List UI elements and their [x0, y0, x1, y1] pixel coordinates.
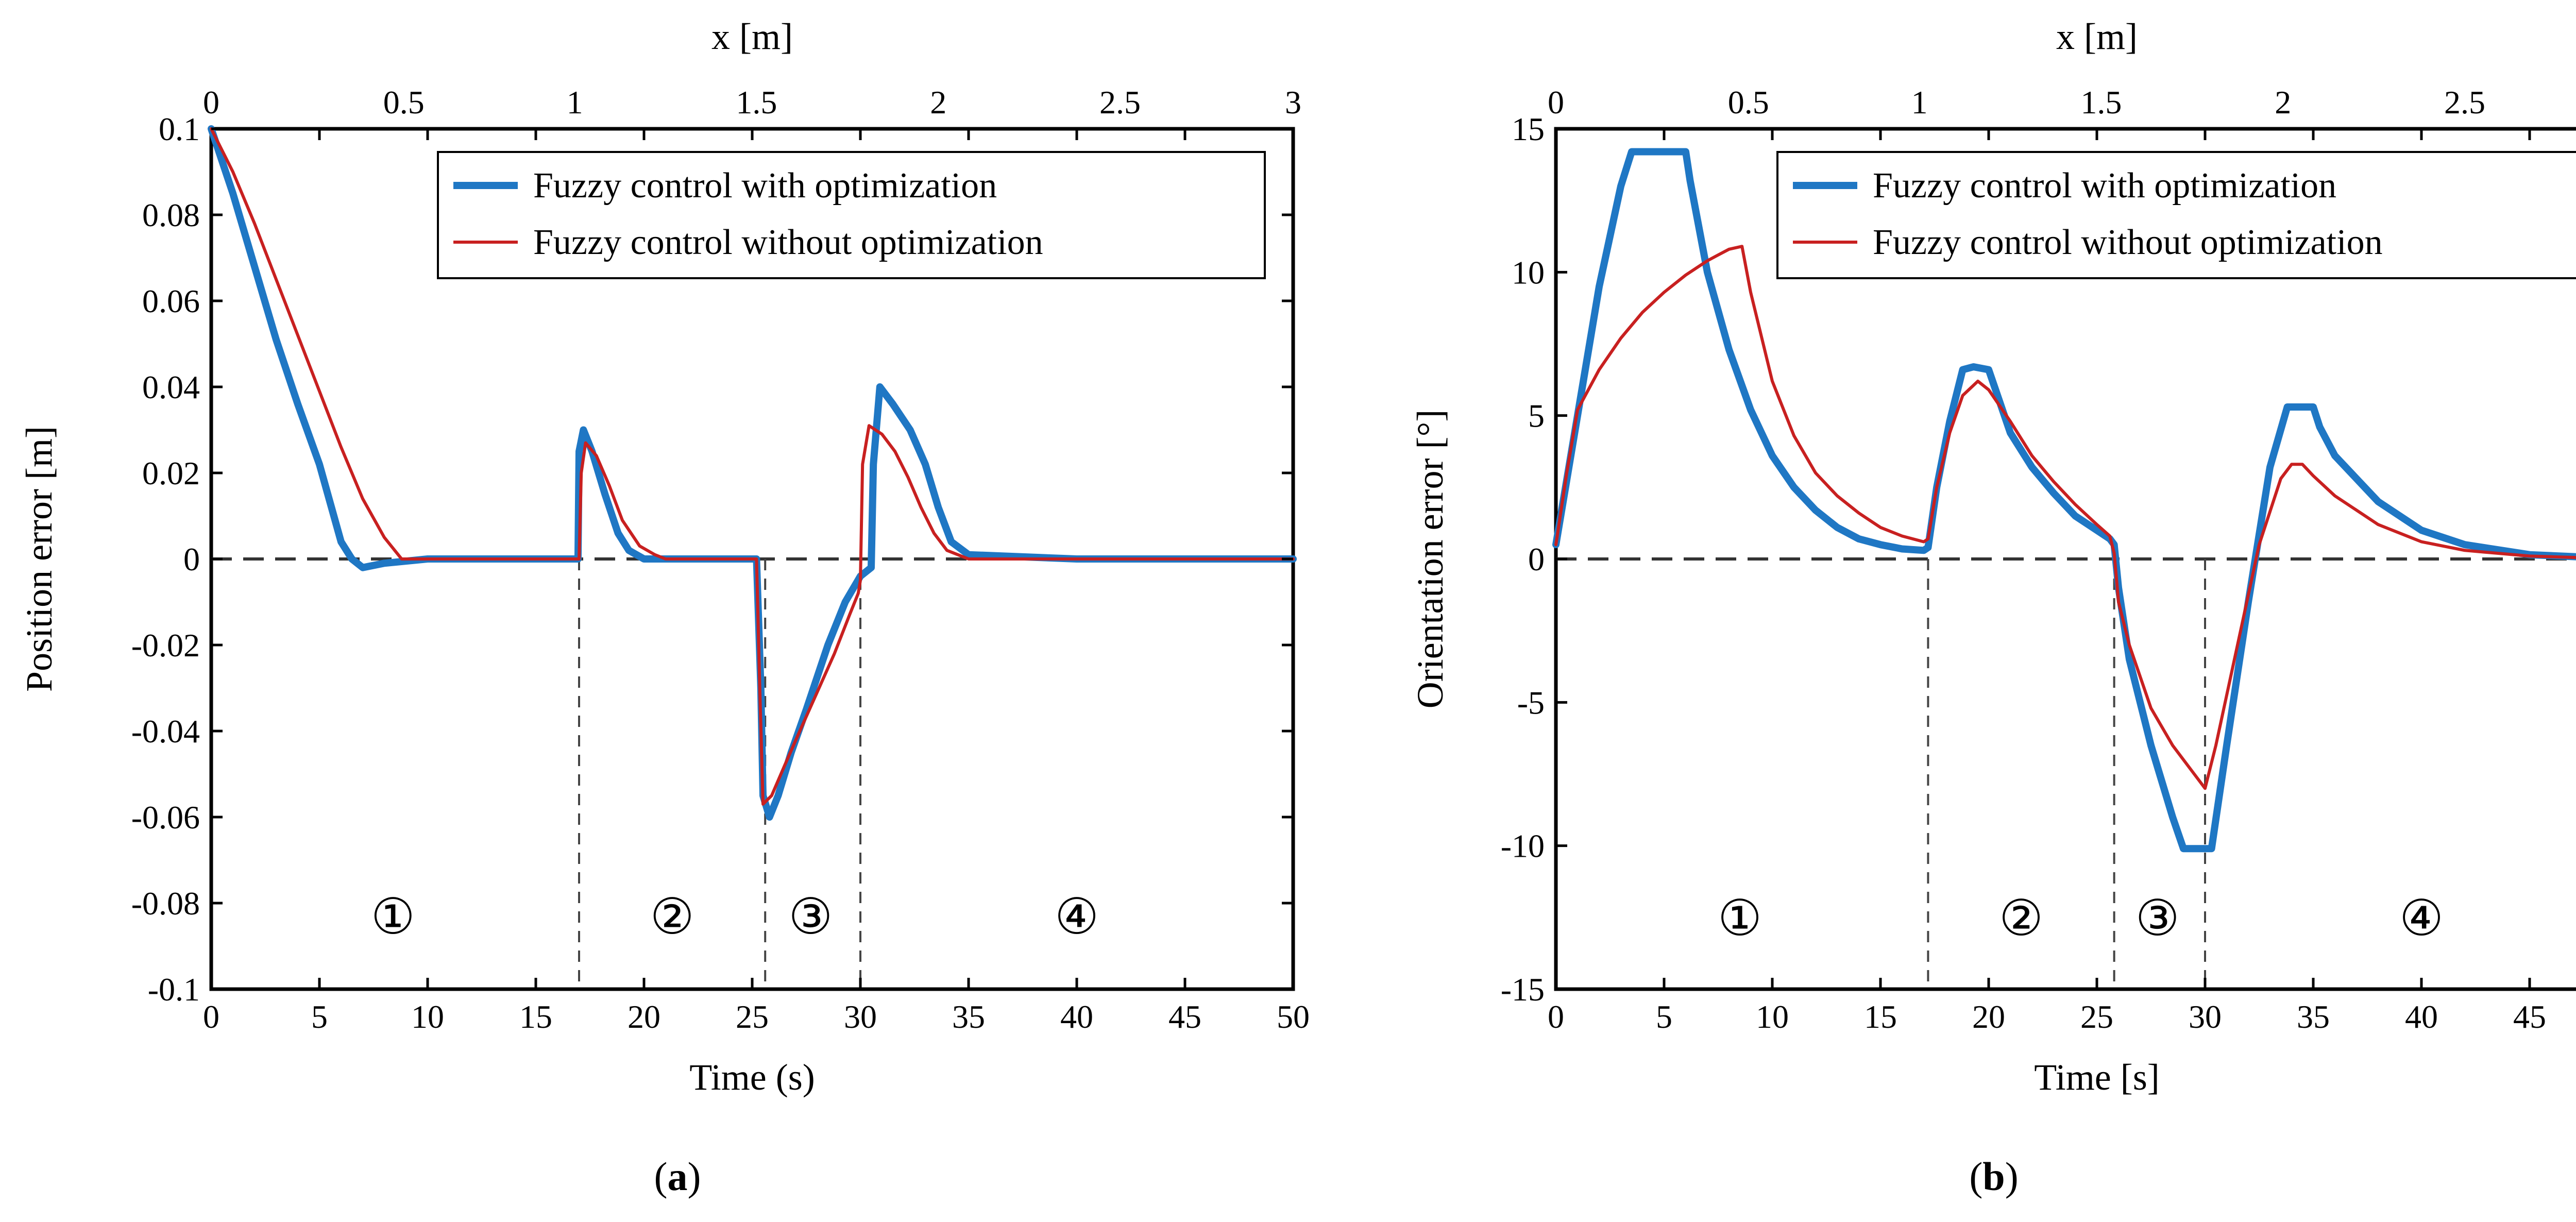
x-tick-label: 35 [952, 998, 985, 1035]
top-tick-label: 0 [203, 84, 219, 121]
legend-label-unoptimized: Fuzzy control without optimization [1873, 223, 2383, 262]
y-tick-label: 10 [1512, 254, 1545, 291]
x-tick-label: 35 [2297, 998, 2330, 1035]
top-tick-label: 2 [2275, 84, 2291, 121]
top-axis-title: x [m] [711, 16, 793, 57]
region-label: ② [1999, 889, 2043, 947]
caption-b: (b) [1969, 1154, 2018, 1199]
region-label: ① [371, 888, 415, 945]
region-label: ② [650, 888, 694, 945]
chart-a: 0 5 10 15 20 25 30 35 40 45 50 0.10.080.060.040.02… [19, 16, 1310, 1199]
top-ticks: 0 0.5 1 1.5 2 2.5 3 [203, 84, 1301, 121]
y-tick-label: 0.04 [142, 369, 200, 405]
x-tick-label: 10 [1756, 998, 1789, 1035]
x-tick-label: 30 [844, 998, 877, 1035]
y-axis-title: Position error [m] [19, 426, 60, 692]
caption-letter-a: a [668, 1154, 688, 1199]
top-tick-label: 1 [1911, 84, 1928, 121]
x-tick-label: 45 [1168, 998, 1201, 1035]
top-tick-label: 2 [930, 84, 946, 121]
region-boundaries [1927, 559, 2206, 989]
top-axis-title: x [m] [2056, 16, 2138, 57]
region-label: ① [1718, 889, 1762, 947]
y-tick-label: -0.02 [131, 627, 200, 664]
region-labels: ① ② ③ ④ [1718, 889, 2444, 947]
legend-label-unoptimized: Fuzzy control without optimization [533, 223, 1043, 262]
y-tick-label: 0.02 [142, 455, 200, 491]
region-boundaries [578, 559, 861, 989]
top-tick-label: 3 [1285, 84, 1301, 121]
x-axis-title: Time (s) [689, 1057, 815, 1098]
x-tick-label: 5 [311, 998, 328, 1035]
top-tick-label: 1 [567, 84, 583, 121]
x-tick-label: 0 [203, 998, 219, 1035]
x-tick-label: 15 [1864, 998, 1897, 1035]
series-lines [1552, 148, 2576, 853]
x-tick-label: 5 [1656, 998, 1672, 1035]
x-tick-label: 20 [1972, 998, 2005, 1035]
caption-letter-b: b [1982, 1154, 2005, 1199]
y-tick-label: 0.1 [159, 111, 200, 147]
top-tick-label: 0.5 [383, 84, 425, 121]
top-tick-label: 2.5 [1099, 84, 1141, 121]
region-label: ③ [788, 888, 833, 945]
x-tick-label: 0 [1548, 998, 1564, 1035]
x-tick-label: 25 [736, 998, 769, 1035]
top-tick-label: 1.5 [2080, 84, 2122, 121]
legend-label-optimized: Fuzzy control with optimization [533, 166, 997, 206]
left-ticks: 15 10 5 0 -5 -10 -15 [1501, 111, 1567, 1008]
y-tick-label: -10 [1501, 828, 1545, 864]
y-tick-label: -15 [1501, 971, 1545, 1008]
series-line-without-optimization [210, 127, 1295, 806]
top-tick-label: 0.5 [1728, 84, 1769, 121]
series-lines [208, 125, 1297, 821]
legend-box [1776, 151, 2576, 279]
series-line-without-optimization [1554, 245, 2576, 790]
region-label: ④ [2399, 889, 2444, 947]
y-tick-label: -0.04 [131, 713, 200, 750]
series-line-with-optimization [1552, 148, 2576, 853]
y-tick-label: 0 [183, 541, 200, 578]
caption-a: (a) [654, 1154, 701, 1199]
legend: Fuzzy control with optimization Fuzzy co… [437, 151, 1266, 279]
y-tick-label: 15 [1512, 111, 1545, 147]
y-tick-label: 0.06 [142, 283, 200, 319]
legend: Fuzzy control with optimization Fuzzy co… [1776, 151, 2576, 279]
y-tick-label: 0 [1528, 541, 1545, 578]
y-tick-label: -5 [1517, 684, 1545, 721]
y-tick-label: -0.1 [148, 971, 200, 1008]
x-tick-label: 30 [2189, 998, 2222, 1035]
region-label: ③ [2136, 889, 2180, 947]
top-tick-label: 0 [1548, 84, 1564, 121]
x-tick-label: 40 [1060, 998, 1093, 1035]
left-ticks: 0.1 0.08 0.06 0.04 0.02 0 -0.02 -0.04 -0.06 -0.08… [131, 111, 1293, 1008]
x-tick-label: 20 [628, 998, 660, 1035]
x-tick-label: 40 [2405, 998, 2438, 1035]
y-tick-label: 5 [1528, 398, 1545, 434]
region-labels: ① ② ③ ④ [371, 888, 1099, 945]
top-tick-label: 1.5 [736, 84, 777, 121]
x-tick-label: 10 [411, 998, 444, 1035]
y-tick-label: -0.08 [131, 885, 200, 922]
bottom-ticks: 0 5 10 15 20 25 30 35 40 45 50 [203, 129, 1310, 1035]
x-axis-title: Time [s] [2034, 1057, 2159, 1098]
y-tick-label: -0.06 [131, 799, 200, 836]
y-axis-title: Orientation error [°] [1410, 410, 1451, 709]
y-tick-label: 0.08 [142, 197, 200, 233]
legend-label-optimized: Fuzzy control with optimization [1873, 166, 2336, 206]
legend-box [437, 151, 1266, 279]
x-tick-label: 45 [2513, 998, 2546, 1035]
x-tick-label: 25 [2080, 998, 2113, 1035]
top-ticks: 00.511.522.53 [1548, 84, 2485, 121]
x-tick-label: 50 [1277, 998, 1310, 1035]
region-label: ④ [1055, 888, 1099, 945]
x-tick-label: 15 [519, 998, 552, 1035]
top-tick-label: 2.5 [2444, 84, 2485, 121]
